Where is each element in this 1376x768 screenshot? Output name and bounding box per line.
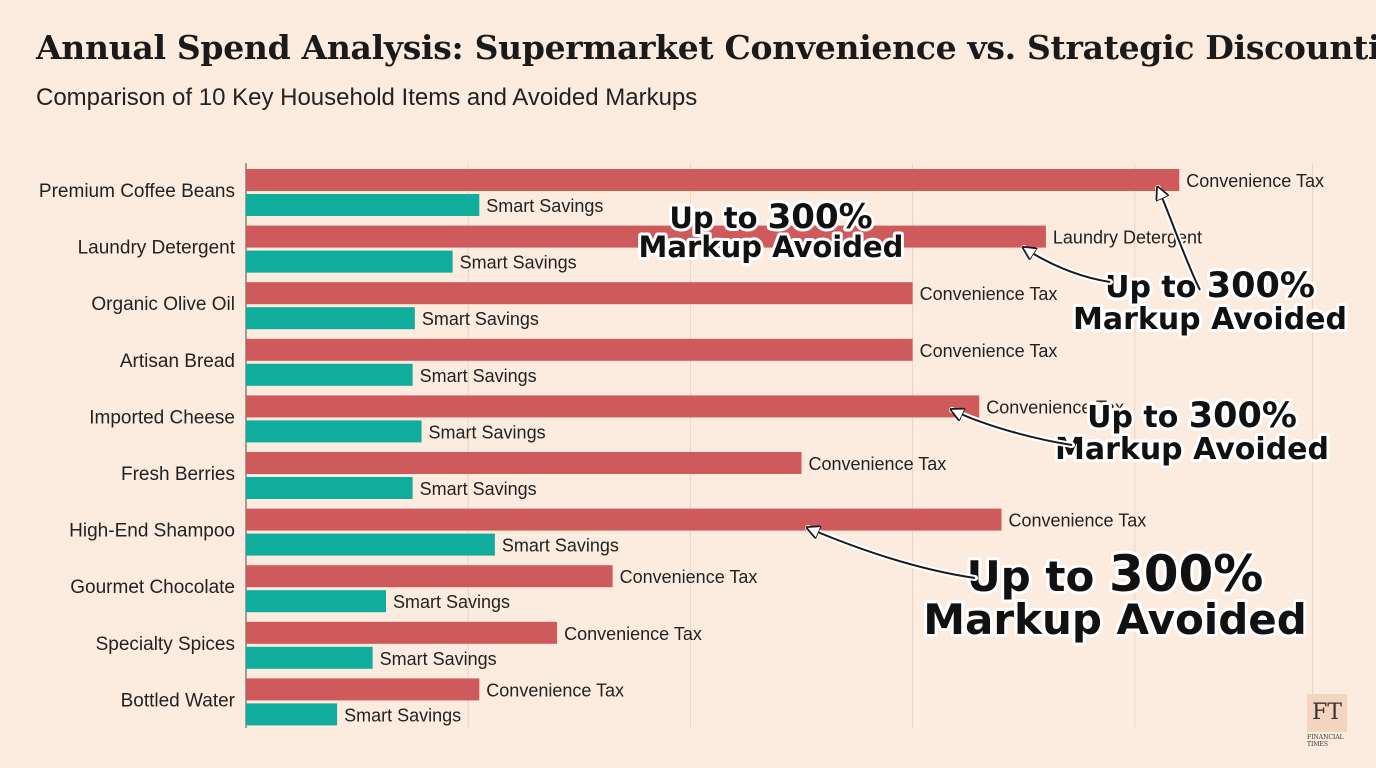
bar-smart-savings <box>246 194 480 216</box>
bar-label-convenience: Laundry Detergent <box>1053 228 1202 248</box>
bar-label-convenience: Convenience Tax <box>564 624 702 644</box>
category-label: Gourmet Chocolate <box>70 577 235 598</box>
bar-label-smart-savings: Smart Savings <box>429 422 546 442</box>
bar-label-convenience: Convenience Tax <box>1008 511 1146 531</box>
bar-smart-savings <box>246 307 415 330</box>
category-label: High-End Shampoo <box>69 521 235 542</box>
bar-label-smart-savings: Smart Savings <box>420 366 537 386</box>
bar-label-smart-savings: Smart Savings <box>502 536 619 556</box>
annotation-prefix: Up to <box>669 201 767 235</box>
category-label: Laundry Detergent <box>78 238 236 259</box>
category-label: Bottled Water <box>121 690 236 711</box>
bar-label-convenience: Convenience Tax <box>809 454 947 474</box>
bar-label-smart-savings: Smart Savings <box>380 649 497 669</box>
bar-label-smart-savings: Smart Savings <box>422 309 539 329</box>
bar-convenience <box>246 565 613 588</box>
ft-logo-caption-line2: TIMES <box>1307 741 1329 748</box>
bar-label-smart-savings: Smart Savings <box>460 253 577 273</box>
annotation-percent: 300% <box>1109 545 1263 603</box>
category-label: Fresh Berries <box>121 464 235 485</box>
bar-convenience <box>246 508 1002 531</box>
category-label: Organic Olive Oil <box>91 294 235 315</box>
bar-smart-savings <box>246 250 453 273</box>
bar-smart-savings <box>246 533 495 556</box>
annotation-line2: Markup Avoided <box>923 595 1307 644</box>
category-label: Premium Coffee Beans <box>39 181 235 202</box>
category-label: Imported Cheese <box>89 407 235 428</box>
bar-smart-savings <box>246 646 373 669</box>
annotation-percent: 300% <box>1189 396 1297 436</box>
chart-title: Annual Spend Analysis: Supermarket Conve… <box>36 28 1376 67</box>
annotation-percent: 300% <box>1207 266 1315 306</box>
annotation-prefix: Up to <box>1105 270 1207 305</box>
bar-smart-savings <box>246 420 422 443</box>
bar-smart-savings <box>246 477 413 499</box>
bar-convenience <box>246 169 1180 191</box>
bar-convenience <box>246 338 913 361</box>
ft-logo-caption: FINANCIAL TIMES <box>1307 734 1367 748</box>
category-label: Artisan Bread <box>120 351 235 372</box>
bar-label-convenience: Convenience Tax <box>620 567 758 587</box>
bar-label-smart-savings: Smart Savings <box>486 196 603 216</box>
bar-convenience <box>246 395 980 418</box>
bar-smart-savings <box>246 703 338 726</box>
bar-label-convenience: Convenience Tax <box>986 397 1124 417</box>
annotation-line1: Up to 300% <box>967 545 1264 603</box>
bar-label-smart-savings: Smart Savings <box>344 705 461 725</box>
annotation-arrow <box>808 528 976 579</box>
annotation-arrow <box>952 410 1073 446</box>
bar-label-smart-savings: Smart Savings <box>393 592 510 612</box>
category-label: Specialty Spices <box>96 634 235 655</box>
bar-convenience <box>246 452 802 474</box>
annotation-prefix: Up to <box>967 552 1109 601</box>
bar-convenience <box>246 678 480 701</box>
annotation-line2: Markup Avoided <box>639 230 904 264</box>
bar-convenience <box>246 621 558 644</box>
annotation-arrow-halo <box>805 525 978 581</box>
chart-subtitle: Comparison of 10 Key Household Items and… <box>36 84 698 111</box>
bar-label-smart-savings: Smart Savings <box>420 479 537 499</box>
annotation-arrow <box>1024 248 1111 283</box>
bar-label-convenience: Convenience Tax <box>920 284 1058 304</box>
ft-logo: FT <box>1307 694 1347 732</box>
ft-logo-caption-line1: FINANCIAL <box>1307 734 1344 741</box>
annotation-line2: Markup Avoided <box>1055 432 1329 467</box>
annotation-percent: 300% <box>768 197 873 237</box>
annotation-line1: Up to 300% <box>1105 266 1315 306</box>
bar-smart-savings <box>246 590 386 613</box>
bar-smart-savings <box>246 363 413 386</box>
bar-label-convenience: Convenience Tax <box>486 680 624 700</box>
annotation-line1: Up to 300% <box>1087 396 1297 436</box>
bar-label-convenience: Convenience Tax <box>920 341 1058 361</box>
annotation-prefix: Up to <box>1087 400 1189 435</box>
bar-convenience <box>246 225 1046 248</box>
annotation-line2: Markup Avoided <box>1073 302 1347 337</box>
bar-label-convenience: Convenience Tax <box>1186 171 1324 191</box>
bar-convenience <box>246 282 913 305</box>
annotation-arrow <box>1158 188 1201 291</box>
annotation-arrow-halo <box>1021 245 1113 285</box>
annotation-line1: Up to 300% <box>669 197 872 237</box>
